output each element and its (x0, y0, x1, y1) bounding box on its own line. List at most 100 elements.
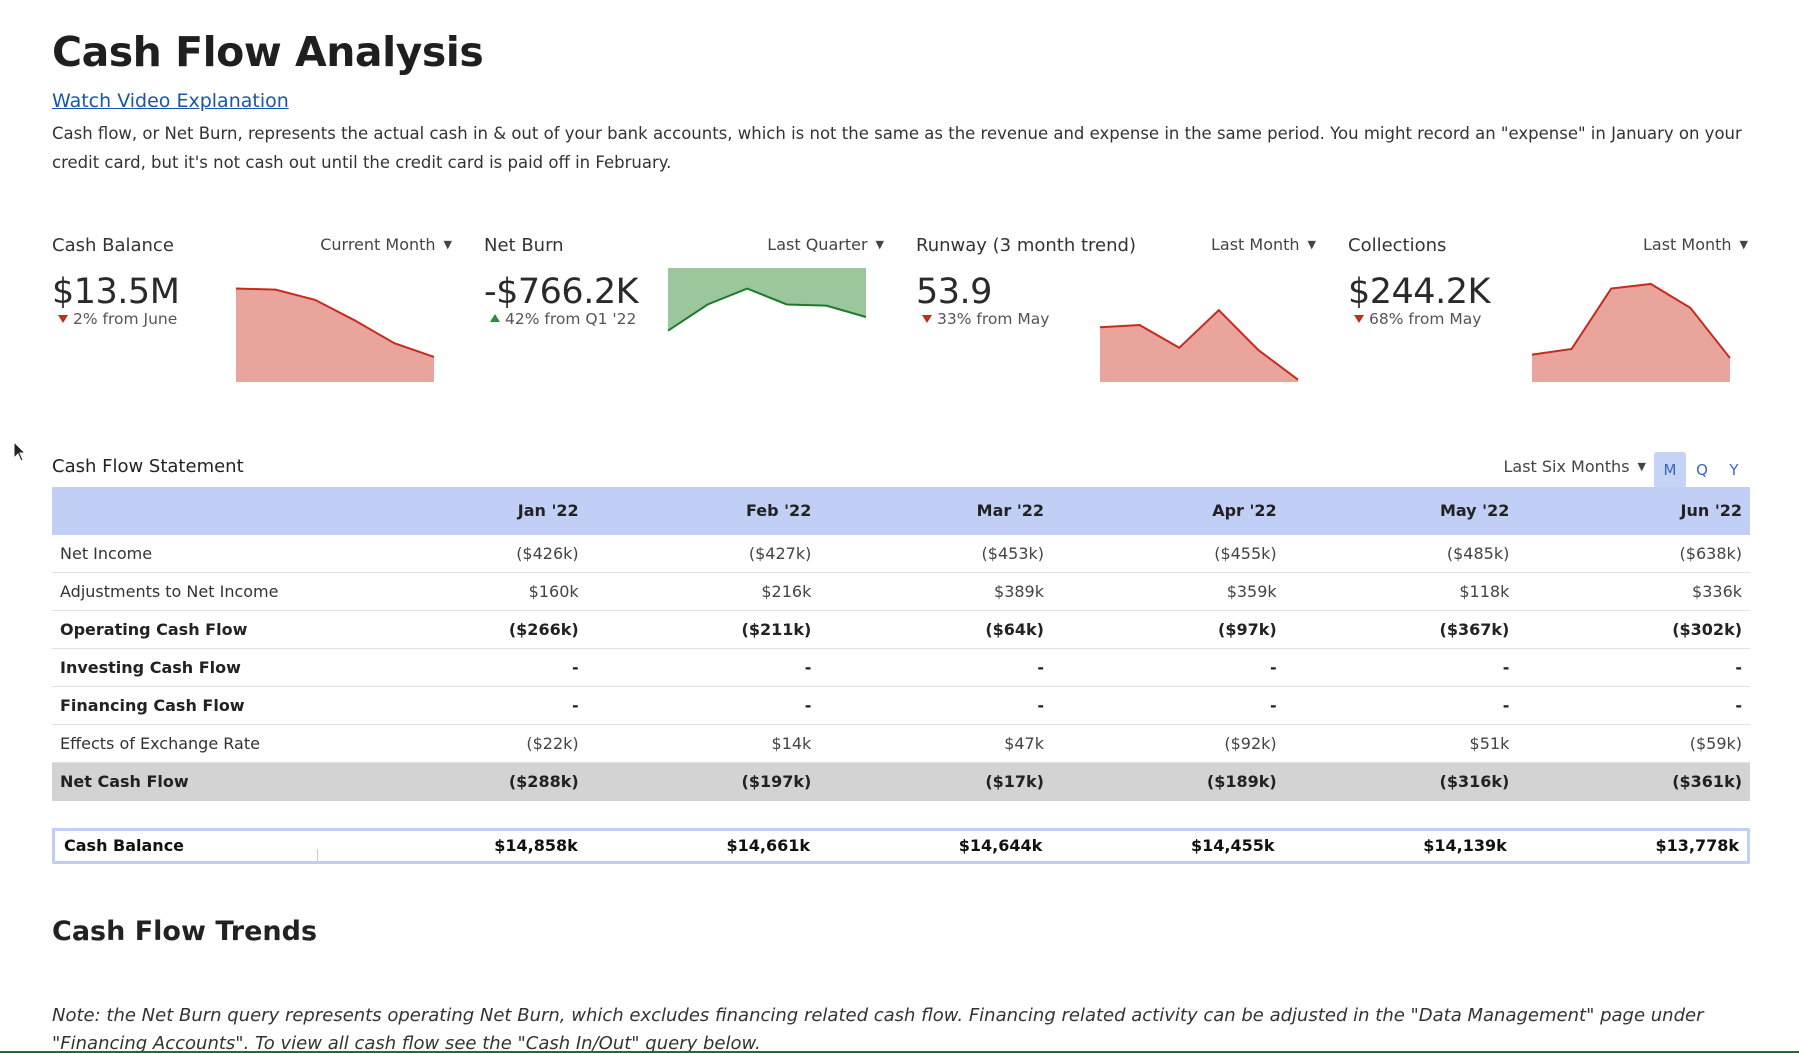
range-label: Last Six Months (1503, 457, 1630, 476)
row-label: Net Cash Flow (60, 772, 189, 791)
granularity-month-button[interactable]: M (1654, 452, 1686, 488)
kpi-value: $13.5M (52, 272, 180, 312)
table-cell: ($197k) (741, 772, 812, 791)
table-cell: ($97k) (1218, 620, 1277, 639)
granularity-year-button[interactable]: Y (1729, 461, 1739, 479)
table-cell: $51k (1469, 734, 1510, 753)
kpi-card-cash-balance: Cash Balance Current Month ▼ $13.5M 2% fr… (52, 230, 452, 390)
change-text: 42% from Q1 '22 (505, 310, 637, 328)
sparkline (235, 287, 435, 382)
watch-video-link[interactable]: Watch Video Explanation (52, 90, 289, 112)
table-header: Jan '22 Feb '22 Mar '22 Apr '22 May '22 … (52, 487, 1750, 535)
caret-down-icon: ▼ (1637, 460, 1646, 473)
mouse-pointer-icon (13, 441, 27, 462)
sparkline-area (1532, 283, 1730, 382)
note-container: Note: the Net Burn query represents oper… (0, 995, 1799, 1053)
table-cell: $14k (771, 734, 812, 753)
row-label: Investing Cash Flow (60, 658, 241, 677)
table-cell: - (804, 658, 812, 677)
table-cell: ($453k) (981, 544, 1044, 563)
table-cell: ($189k) (1206, 772, 1277, 791)
table-cell: $160k (528, 582, 579, 601)
table-cell: ($485k) (1446, 544, 1510, 563)
sparkline-line (667, 287, 867, 332)
table-cell: ($426k) (516, 544, 579, 563)
range-dropdown[interactable]: Last Six Months ▼ (1503, 457, 1646, 476)
table-cell: ($92k) (1224, 734, 1277, 753)
period-dropdown[interactable]: Last Month ▼ (1643, 235, 1748, 254)
sparkline (1099, 308, 1299, 382)
arrow-up-icon (490, 314, 500, 322)
kpi-change: 2% from June (58, 310, 177, 328)
change-text: 68% from May (1369, 310, 1482, 328)
table-cell: $14,644k (958, 836, 1043, 855)
column-header[interactable]: Apr '22 (1212, 501, 1277, 520)
sparkline (1531, 282, 1731, 382)
granularity-quarter-button[interactable]: Q (1696, 461, 1708, 479)
statement-title: Cash Flow Statement (52, 456, 244, 477)
table-cell: ($17k) (985, 772, 1044, 791)
intro-text: Cash flow, or Net Burn, represents the a… (52, 124, 1742, 172)
column-header[interactable]: Jan '22 (517, 501, 579, 520)
table-cell: $47k (1004, 734, 1044, 753)
table-cell: $14,139k (1423, 836, 1507, 855)
divider (317, 849, 318, 861)
table-cell: ($361k) (1672, 772, 1743, 791)
period-dropdown[interactable]: Last Quarter ▼ (767, 235, 884, 254)
row-label: Adjustments to Net Income (60, 582, 279, 601)
sparkline-area (236, 288, 434, 382)
table-cell: ($427k) (748, 544, 812, 563)
table-cell: ($288k) (508, 772, 579, 791)
table-row: Effects of Exchange Rate ($22k) $14k $47k ($… (52, 725, 1750, 763)
table-cell: $118k (1459, 582, 1510, 601)
trends-title: Cash Flow Trends (52, 916, 318, 947)
page-title: Cash Flow Analysis (52, 28, 484, 76)
column-header[interactable]: Mar '22 (976, 501, 1044, 520)
period-dropdown[interactable]: Current Month ▼ (320, 235, 452, 254)
arrow-down-icon (922, 315, 932, 323)
table-cell: $14,455k (1191, 836, 1275, 855)
caret-down-icon: ▼ (875, 238, 884, 251)
table-cell: ($455k) (1214, 544, 1277, 563)
table-row: Operating Cash Flow ($266k) ($211k) ($64k) (… (52, 611, 1750, 649)
period-dropdown[interactable]: Last Month ▼ (1211, 235, 1316, 254)
table-cell: $359k (1226, 582, 1277, 601)
row-label: Net Income (60, 544, 153, 563)
table-cell: ($59k) (1689, 734, 1743, 753)
table-cell: ($211k) (741, 620, 812, 639)
row-label: Cash Balance (64, 836, 185, 855)
window-edge (0, 1051, 1799, 1053)
table-cell: - (1735, 696, 1743, 715)
table-cell: $216k (761, 582, 812, 601)
cash-balance-row: Cash Balance $14,858k $14,661k $14,644k … (52, 828, 1750, 864)
table-row: Net Income ($426k) ($427k) ($453k) ($455k) ($… (52, 535, 1750, 573)
column-header[interactable]: Jun '22 (1680, 501, 1743, 520)
row-label: Operating Cash Flow (60, 620, 248, 639)
kpi-value: 53.9 (916, 272, 992, 312)
statement-header: Cash Flow Statement Last Six Months ▼ M Q… (52, 452, 1750, 488)
caret-down-icon: ▼ (1739, 238, 1748, 251)
period-label: Last Quarter (767, 235, 868, 254)
kpi-value: $244.2K (1348, 272, 1490, 312)
granularity-toggle: M Q Y (1654, 452, 1750, 488)
table-cell: $13,778k (1655, 836, 1740, 855)
change-text: 33% from May (937, 310, 1050, 328)
kpi-change: 68% from May (1354, 310, 1481, 328)
page-header: Cash Flow Analysis Watch Video Explanati… (52, 28, 1750, 177)
sparkline-area (668, 268, 866, 331)
table-cell: $389k (994, 582, 1044, 601)
column-header[interactable]: May '22 (1439, 501, 1510, 520)
header-blank (52, 487, 354, 535)
table-cell: - (1270, 696, 1277, 715)
table-cell: ($302k) (1672, 620, 1743, 639)
table-cell: - (1037, 658, 1044, 677)
arrow-down-icon (1354, 315, 1364, 323)
kpi-change: 42% from Q1 '22 (490, 310, 636, 328)
sparkline-line (235, 287, 435, 358)
row-label: Effects of Exchange Rate (60, 734, 260, 753)
table-cell: ($316k) (1439, 772, 1510, 791)
table-cell: - (572, 658, 579, 677)
table-cell: ($638k) (1679, 544, 1743, 563)
column-header[interactable]: Feb '22 (746, 501, 812, 520)
table-cell: - (572, 696, 579, 715)
